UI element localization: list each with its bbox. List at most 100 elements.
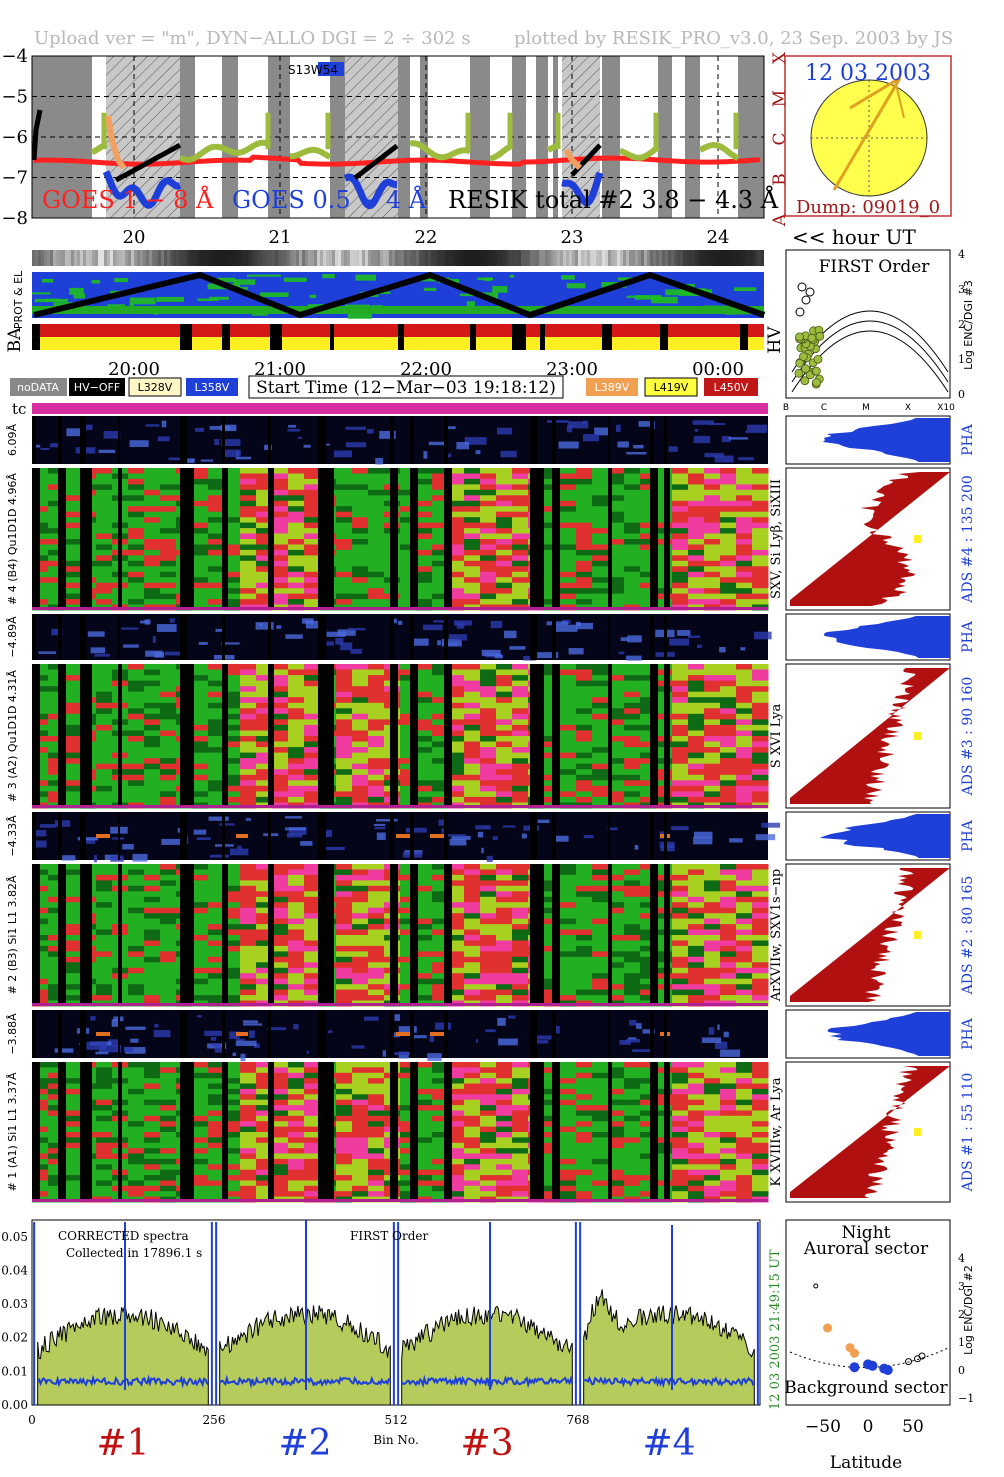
spectrogram-cell [272,511,289,518]
spectrogram-cell [448,473,465,480]
spectrogram-cell [496,511,513,518]
spectrogram-cell [608,539,625,545]
spectrogram-cell [560,691,577,698]
spectrogram-cell [144,566,161,573]
gray-cell [710,250,713,266]
spectrogram-cell [496,763,513,770]
spectrogram-cell [352,984,369,991]
spectrogram-cell [256,571,273,578]
spectrogram-cell [448,1099,465,1106]
spectrogram-cell [288,680,305,687]
spectrogram-cell [96,697,113,704]
spectrogram-cell [400,791,417,798]
spectrogram-cell [512,533,529,540]
spectrogram-cell [608,522,625,529]
spectrogram-cell [688,588,705,595]
spectrogram-cell [640,478,657,485]
spectrogram-cell [336,940,353,947]
spectrogram-cell [560,730,577,737]
pha-speckle [345,426,366,430]
spectrogram-cell [400,978,417,985]
spectrogram-cell [608,940,625,947]
spectrogram-cell [480,935,497,941]
gray-cell [593,250,596,266]
resik-segment [409,140,471,161]
gray-cell [353,250,356,266]
pha-speckle [111,1019,120,1027]
spectrogram-cell [240,1083,257,1090]
spectrogram-cell [640,747,657,754]
spectrogram-cell [400,774,417,781]
pha-speckle [333,450,352,458]
spectrogram-cell [752,940,769,947]
spectrogram-cell [496,967,513,974]
gray-cell [176,250,179,266]
spectrogram-cell [272,478,289,485]
spectrogram-cell [272,962,289,969]
spectrogram-cell [720,582,737,589]
spectrogram-cell [464,544,481,551]
spectrogram-cell [240,511,257,518]
pha-speckle [555,624,578,632]
spectrogram-cell [336,549,353,556]
spectrogram-cell [560,719,577,726]
spectrogram-cell [160,1072,177,1079]
spectrogram-cell [240,724,257,731]
spectrogram-cell [560,511,577,518]
spectrogram-cell [256,956,273,963]
spectrogram-cell [512,989,529,996]
pha-line [396,834,410,838]
spectrogram-cell [160,758,177,765]
spectrogram-cell [720,664,737,670]
pha-speckle [33,840,47,848]
spectrogram-cell [496,539,513,545]
spectrogram-cell [160,780,177,787]
resik-high-segment [570,143,602,177]
spectrogram-gap [318,468,334,610]
spectrogram-cell [480,796,497,803]
spectrogram-cell [640,763,657,770]
spectrogram-cell [240,1072,257,1079]
spectrogram-cell [480,473,497,480]
spectrogram-cell [640,864,657,870]
spectrogram-cell [592,984,609,991]
spectrogram-cell [160,730,177,737]
spectrogram-cell [128,533,145,540]
pha-speckle [264,444,272,451]
spectrogram-cell [560,517,577,524]
spectrogram-cell [272,1099,289,1106]
spectrogram-cell [288,1072,305,1079]
spectrogram-gap [222,468,228,610]
spectrogram-cell [224,924,241,931]
gray-cell [113,250,116,266]
spectrogram-cell [160,680,177,687]
spectrogram-cell [448,929,465,936]
spectrogram-cell [240,577,257,584]
spectrogram-cell [144,544,161,551]
gray-cell [368,250,371,266]
spectrogram-cell [368,902,385,909]
spectrogram-cell [624,691,641,698]
spectrogram-cell [704,686,721,693]
spectrogram-cell [400,935,417,941]
tc-label: tc [12,400,26,418]
spectrogram-cell [496,669,513,676]
spectrogram-cell [432,724,449,731]
spectrogram-cell [688,896,705,903]
spectrogram-cell [512,929,529,936]
spectrogram-cell [208,896,225,903]
gray-cell [50,250,53,266]
spectrogram-cell [128,891,145,898]
spectrogram-cell [304,669,321,676]
spectrogram-cell [64,577,81,584]
spectrogram-cell [32,896,49,903]
spectrogram-cell [480,880,497,887]
gray-cell [539,250,542,266]
spectrogram-cell [256,907,273,914]
spectrogram-cell [368,924,385,931]
spectrogram-cell [672,763,689,770]
spectrogram-cell [32,680,49,687]
spectrogram-cell [752,571,769,578]
spectrogram-cell [592,500,609,507]
spectrogram-cell [144,874,161,881]
